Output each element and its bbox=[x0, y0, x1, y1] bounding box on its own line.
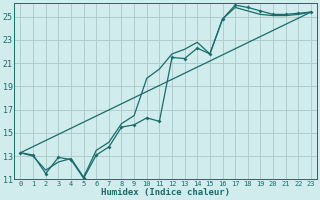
X-axis label: Humidex (Indice chaleur): Humidex (Indice chaleur) bbox=[101, 188, 230, 197]
